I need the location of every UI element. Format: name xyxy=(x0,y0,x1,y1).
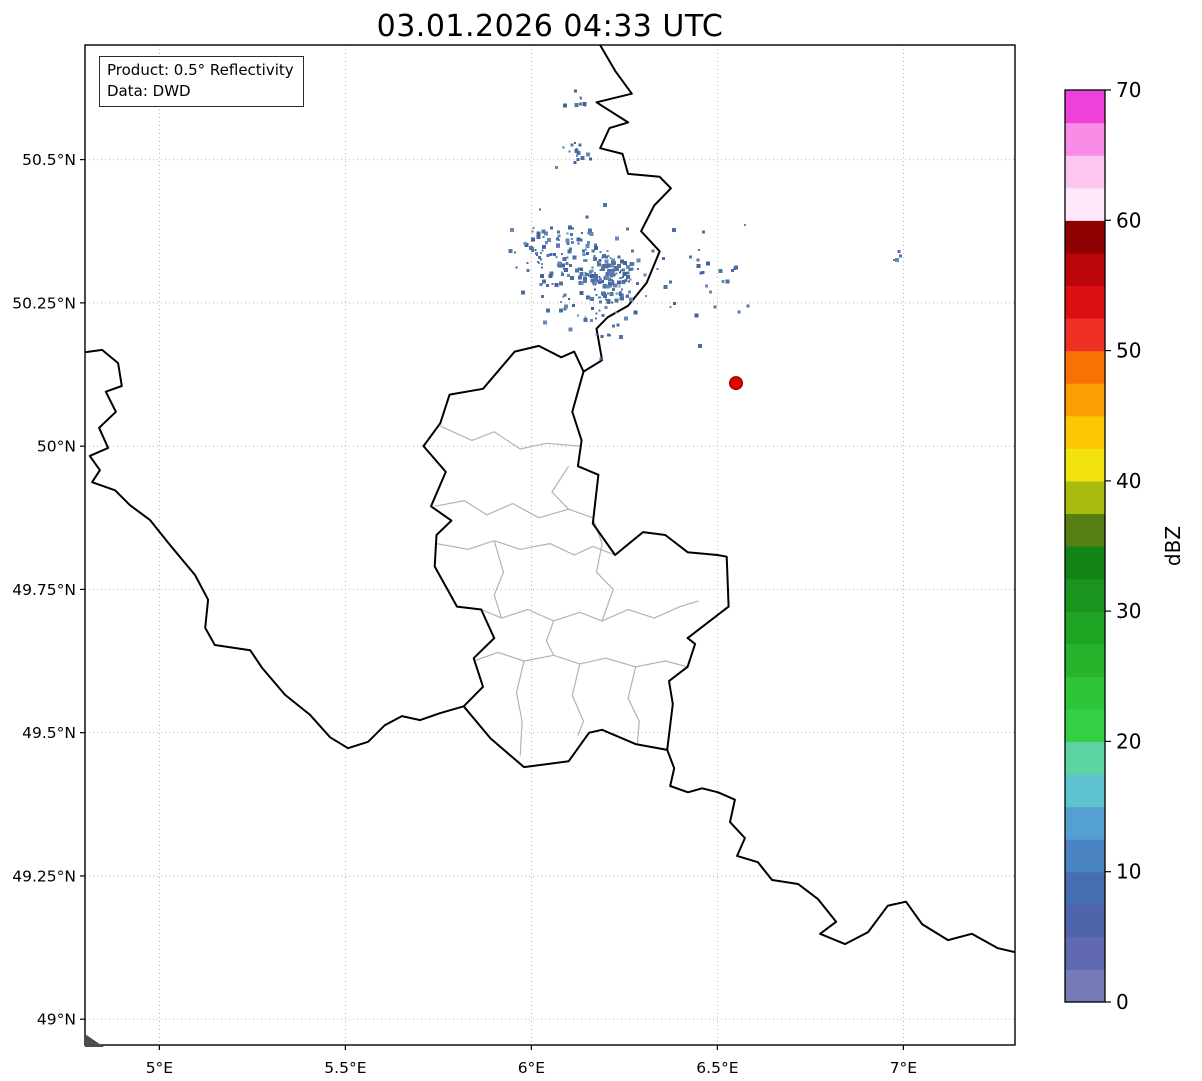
y-tick-label: 50.25°N xyxy=(12,294,76,312)
y-tick-label: 49.75°N xyxy=(12,581,76,599)
x-tick-label: 6.5°E xyxy=(696,1059,738,1077)
radar-site-marker xyxy=(729,376,743,391)
colorbar-frame xyxy=(1064,89,1106,1003)
annotation-data-line: Data: DWD xyxy=(107,82,191,100)
country-borders xyxy=(85,45,1015,954)
colorbar-tick-label: 0 xyxy=(1116,990,1129,1014)
figure-title: 03.01.2026 04:33 UTC xyxy=(376,9,724,44)
colorbar: 0 10 20 30 40 50 60 70 dBZ xyxy=(1064,78,1185,1014)
colorbar-tick-label: 40 xyxy=(1116,469,1141,493)
colorbar-tick-label: 30 xyxy=(1116,599,1141,623)
y-tick-label: 50.5°N xyxy=(22,151,76,169)
axis-labels: 5°E 5.5°E 6°E 6.5°E 7°E 50.5°N 50.25°N 50°N 49.7… xyxy=(12,151,917,1077)
annotation-product-line: Product: 0.5° Reflectivity xyxy=(107,61,294,79)
y-tick-label: 50°N xyxy=(37,438,76,456)
product-annotation-box: Product: 0.5° Reflectivity Data: DWD xyxy=(99,56,304,107)
y-tick-label: 49.5°N xyxy=(22,724,76,742)
x-tick-label: 7°E xyxy=(890,1059,917,1077)
colorbar-unit-label: dBZ xyxy=(1161,526,1185,566)
x-tick-label: 6°E xyxy=(518,1059,545,1077)
x-tick-label: 5.5°E xyxy=(324,1059,366,1077)
colorbar-tick-label: 60 xyxy=(1116,208,1141,232)
canton-borders xyxy=(434,425,699,756)
colorbar-tick-label: 50 xyxy=(1116,339,1141,363)
gridlines xyxy=(85,45,1015,1045)
y-tick-label: 49.25°N xyxy=(12,867,76,885)
radar-echoes xyxy=(508,89,902,361)
colorbar-tick-label: 10 xyxy=(1116,860,1141,884)
colorbar-tick-label: 70 xyxy=(1116,78,1141,102)
corner-artifact xyxy=(85,1034,104,1047)
x-tick-label: 5°E xyxy=(146,1059,173,1077)
y-tick-label: 49°N xyxy=(37,1011,76,1029)
plot-frame xyxy=(84,44,1016,1046)
colorbar-tick-label: 20 xyxy=(1116,729,1141,753)
